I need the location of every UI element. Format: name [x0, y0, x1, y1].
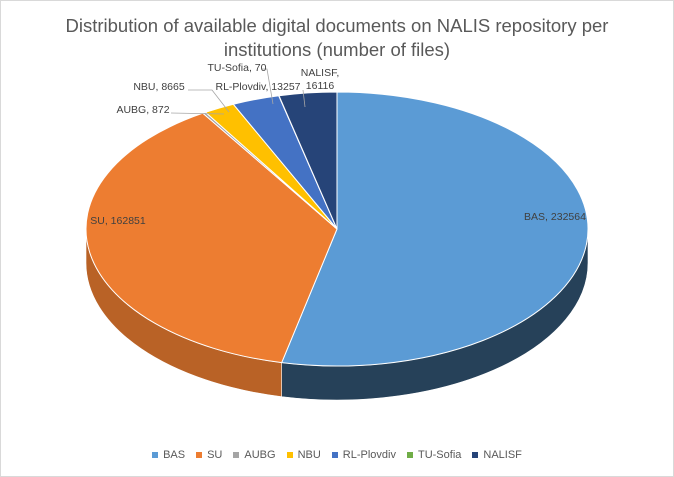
legend-item-rl-plovdiv: RL-Plovdiv — [331, 449, 396, 461]
chart-title-line-1: Distribution of available digital docume… — [65, 15, 609, 36]
data-label-rl-plovdiv: RL-Plovdiv, 13257 — [215, 81, 300, 93]
data-label-aubg: AUBG, 872 — [116, 104, 169, 116]
legend-item-aubg: AUBG — [233, 449, 276, 461]
legend-swatch-bas — [152, 452, 159, 458]
legend-item-nalisf: NALISF — [472, 449, 522, 461]
legend-swatch-aubg — [233, 452, 240, 458]
chart-title: Distribution of available digital docume… — [0, 14, 674, 62]
legend-label-nbu: NBU — [297, 449, 321, 461]
legend-item-tu-sofia: TU-Sofia — [406, 449, 462, 461]
legend-label-bas: BAS — [163, 449, 186, 461]
legend-label-tu-sofia: TU-Sofia — [417, 449, 462, 461]
legend-swatch-nalisf — [472, 452, 479, 458]
chart-legend: BAS SU AUBG NBU RL-Plovdiv TU-Sofia NALISF — [0, 449, 674, 461]
data-label-nbu: NBU, 8665 — [133, 81, 185, 93]
leader-line-aubg — [170, 112, 225, 115]
leader-line-nbu — [188, 89, 230, 113]
data-label-su: SU, 162851 — [90, 215, 146, 227]
legend-swatch-su — [196, 452, 203, 458]
legend-label-aubg: AUBG — [244, 449, 276, 461]
pie-slice-su — [85, 112, 338, 364]
data-label-tu-sofia: TU-Sofia, 70 — [208, 62, 267, 74]
legend-label-su: SU — [207, 449, 223, 461]
pie-slice-bas — [280, 91, 589, 367]
pie-slice-nalisf — [278, 91, 338, 230]
legend-item-su: SU — [196, 449, 222, 461]
legend-label-nalisf: NALISF — [483, 449, 522, 461]
legend-label-rl-plovdiv: RL-Plovdiv — [342, 449, 396, 461]
legend-item-nbu: NBU — [286, 449, 321, 461]
chart-title-line-2: institutions (number of files) — [223, 39, 451, 60]
legend-swatch-tu-sofia — [406, 452, 413, 458]
legend-swatch-rl-plovdiv — [331, 452, 338, 458]
legend-item-bas: BAS — [152, 449, 185, 461]
data-label-nalisf: NALISF, 16116 — [301, 67, 340, 92]
data-label-bas: BAS, 232564 — [524, 211, 586, 223]
leader-line-rl-plovdiv — [302, 89, 306, 108]
legend-swatch-nbu — [286, 452, 293, 458]
leader-line-tu-sofia — [262, 68, 274, 105]
